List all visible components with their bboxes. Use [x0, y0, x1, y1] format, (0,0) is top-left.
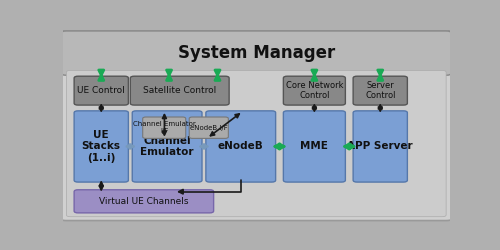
Text: MME: MME	[300, 142, 328, 152]
Text: Server
Control: Server Control	[365, 81, 396, 100]
FancyBboxPatch shape	[353, 76, 408, 105]
FancyBboxPatch shape	[66, 70, 446, 217]
FancyBboxPatch shape	[206, 111, 276, 182]
FancyBboxPatch shape	[74, 76, 128, 105]
Text: eNodeB I/F: eNodeB I/F	[190, 125, 228, 131]
FancyBboxPatch shape	[132, 111, 202, 182]
FancyBboxPatch shape	[130, 76, 229, 105]
Text: Virtual UE Channels: Virtual UE Channels	[99, 197, 188, 206]
FancyBboxPatch shape	[74, 190, 214, 213]
Text: APP Server: APP Server	[348, 142, 413, 152]
Text: Channel Emulator
I/F: Channel Emulator I/F	[133, 121, 196, 134]
Text: UE Control: UE Control	[78, 86, 125, 95]
Text: Core Network
Control: Core Network Control	[286, 81, 343, 100]
FancyBboxPatch shape	[74, 111, 128, 182]
Text: Satellite Control: Satellite Control	[143, 86, 216, 95]
FancyBboxPatch shape	[353, 111, 408, 182]
Text: System Manager: System Manager	[178, 44, 335, 62]
FancyBboxPatch shape	[189, 117, 228, 138]
FancyBboxPatch shape	[284, 76, 346, 105]
Text: Channel
Emulator: Channel Emulator	[140, 136, 194, 157]
Text: UE
Stacks
(1..i): UE Stacks (1..i)	[82, 130, 121, 163]
FancyBboxPatch shape	[60, 31, 452, 75]
FancyBboxPatch shape	[284, 111, 346, 182]
FancyBboxPatch shape	[58, 30, 454, 220]
FancyBboxPatch shape	[142, 117, 186, 138]
Text: eNodeB: eNodeB	[218, 142, 264, 152]
